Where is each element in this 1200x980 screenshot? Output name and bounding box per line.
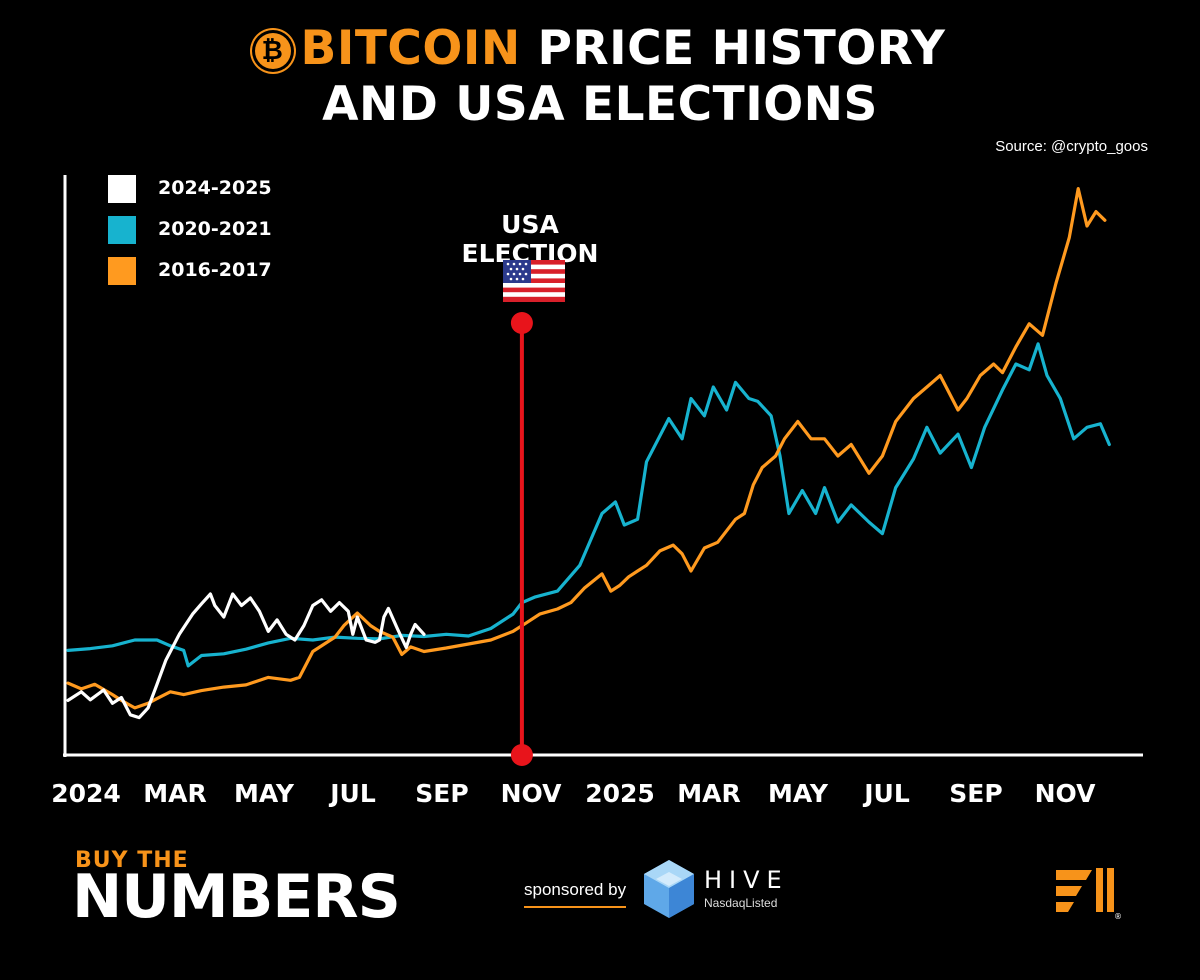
legend-label-2024: 2024-2025 — [158, 177, 272, 199]
series-line-2016-2017 — [66, 187, 1107, 710]
x-tick-label: 2024 — [51, 779, 121, 808]
election-marker-bottom-dot — [510, 744, 533, 766]
brand-numbers: NUMBERS — [72, 862, 401, 932]
source-credit: Source: @crypto_goos — [995, 138, 1148, 155]
election-marker-top-dot — [510, 312, 533, 334]
chart-title-line1: ₿ BITCOIN PRICE HISTORY — [0, 24, 1200, 74]
legend-swatch-2020 — [108, 216, 136, 244]
legend-label-2016: 2016-2017 — [158, 259, 272, 281]
x-tick-label: NOV — [501, 779, 563, 808]
x-tick-label: JUL — [328, 779, 376, 808]
brand-buy-the: BUY THE — [75, 848, 189, 873]
x-tick-label: SEP — [415, 779, 468, 808]
bitcoin-icon: ₿ — [254, 33, 291, 69]
legend-label-2020: 2020-2021 — [158, 218, 272, 240]
legend-swatch-2016 — [108, 257, 136, 285]
x-tick-label: MAY — [768, 779, 829, 808]
legend-swatch-2024 — [108, 175, 136, 203]
x-tick-label: MAY — [234, 779, 295, 808]
sponsor-name: HIVE — [704, 866, 789, 894]
sponsored-by-text: sponsored by — [524, 880, 627, 908]
chart-title-line2: AND USA ELECTIONS — [322, 77, 878, 132]
x-tick-label: 2025 — [585, 779, 655, 808]
series-line-2024-2025 — [66, 592, 426, 720]
x-tick-label: MAR — [143, 779, 206, 808]
x-tick-label: SEP — [949, 779, 1002, 808]
title-accent: BITCOIN — [300, 21, 521, 76]
hive-cube-icon — [644, 860, 694, 918]
x-tick-label: MAR — [677, 779, 740, 808]
x-tick-label: JUL — [862, 779, 910, 808]
svg-text:®: ® — [1114, 912, 1122, 920]
x-tick-label: NOV — [1035, 779, 1097, 808]
brand-corner-logo-icon: ® — [1056, 868, 1122, 920]
series-line-2020-2021 — [66, 342, 1111, 668]
sponsor-subtitle: NasdaqListed — [704, 896, 778, 910]
title-rest: PRICE HISTORY — [520, 21, 946, 76]
us-flag-icon — [503, 260, 565, 302]
